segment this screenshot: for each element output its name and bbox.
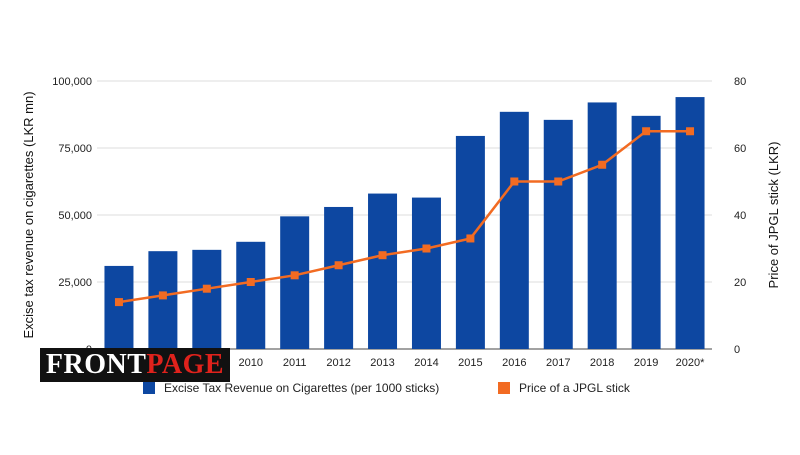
y-left-tick-label: 50,000 xyxy=(58,210,92,222)
bar xyxy=(192,249,222,349)
bar xyxy=(236,241,266,349)
y-left-tick-label: 100,000 xyxy=(52,76,92,88)
y-right-tick-label: 40 xyxy=(734,210,746,222)
price-point xyxy=(246,278,255,286)
legend: Excise Tax Revenue on Cigarettes (per 10… xyxy=(143,381,631,395)
y-right-tick-label: 20 xyxy=(734,277,746,289)
bar xyxy=(631,115,661,349)
bar xyxy=(280,216,310,349)
price-point xyxy=(202,284,211,293)
price-point xyxy=(466,234,475,243)
y-axis-left-title: Excise tax revenue on cigarettes (LKR mn… xyxy=(21,91,36,338)
x-tick-label: 2018 xyxy=(590,357,614,369)
y-axis-right-title: Price of JPGL stick (LKR) xyxy=(766,142,781,289)
price-point xyxy=(158,291,167,300)
legend-swatch-bar xyxy=(143,382,155,394)
y-left-tick-label: 75,000 xyxy=(58,143,92,155)
bar xyxy=(148,251,178,349)
price-point xyxy=(510,177,519,186)
line-series xyxy=(114,127,695,307)
x-tick-label: 2019 xyxy=(634,357,658,369)
price-point xyxy=(114,298,123,307)
x-tick-label: 2012 xyxy=(326,357,350,369)
bar xyxy=(587,102,617,349)
bar xyxy=(324,206,354,349)
x-tick-label: 2020* xyxy=(676,357,705,369)
x-tick-label: 2015 xyxy=(458,357,482,369)
price-point xyxy=(378,251,387,260)
frontpage-logo: FRONT PAGE xyxy=(40,348,230,382)
x-tick-label: 2014 xyxy=(414,357,438,369)
price-point xyxy=(598,160,607,169)
price-point xyxy=(554,177,563,186)
x-tick-label: 2016 xyxy=(502,357,526,369)
legend-label-line: Price of a JPGL stick xyxy=(519,381,631,395)
bar xyxy=(104,265,134,349)
bar xyxy=(455,135,485,349)
x-tick-label: 2013 xyxy=(370,357,394,369)
price-point xyxy=(642,127,651,136)
y-right-tick-label: 80 xyxy=(734,76,746,88)
price-point xyxy=(422,244,431,253)
y-left-tick-label: 25,000 xyxy=(58,277,92,289)
legend-swatch-line xyxy=(498,382,510,394)
legend-label-bar: Excise Tax Revenue on Cigarettes (per 10… xyxy=(164,381,439,395)
bar xyxy=(411,197,441,349)
price-point xyxy=(686,127,695,136)
bar xyxy=(499,111,529,349)
x-tick-label: 2010 xyxy=(239,357,263,369)
bar-series xyxy=(104,97,705,349)
x-tick-label: 2011 xyxy=(283,357,307,369)
price-point xyxy=(290,271,299,280)
bar xyxy=(543,119,573,349)
bar xyxy=(368,193,398,349)
y-right-tick-label: 0 xyxy=(734,344,740,356)
bar xyxy=(675,97,705,349)
logo-text-front: FRONT xyxy=(45,349,147,380)
gridlines xyxy=(97,80,712,350)
y-right-tick-label: 60 xyxy=(734,143,746,155)
logo-text-page: PAGE xyxy=(146,349,225,380)
price-line xyxy=(118,130,691,304)
x-tick-label: 2017 xyxy=(546,357,570,369)
price-point xyxy=(334,261,343,270)
